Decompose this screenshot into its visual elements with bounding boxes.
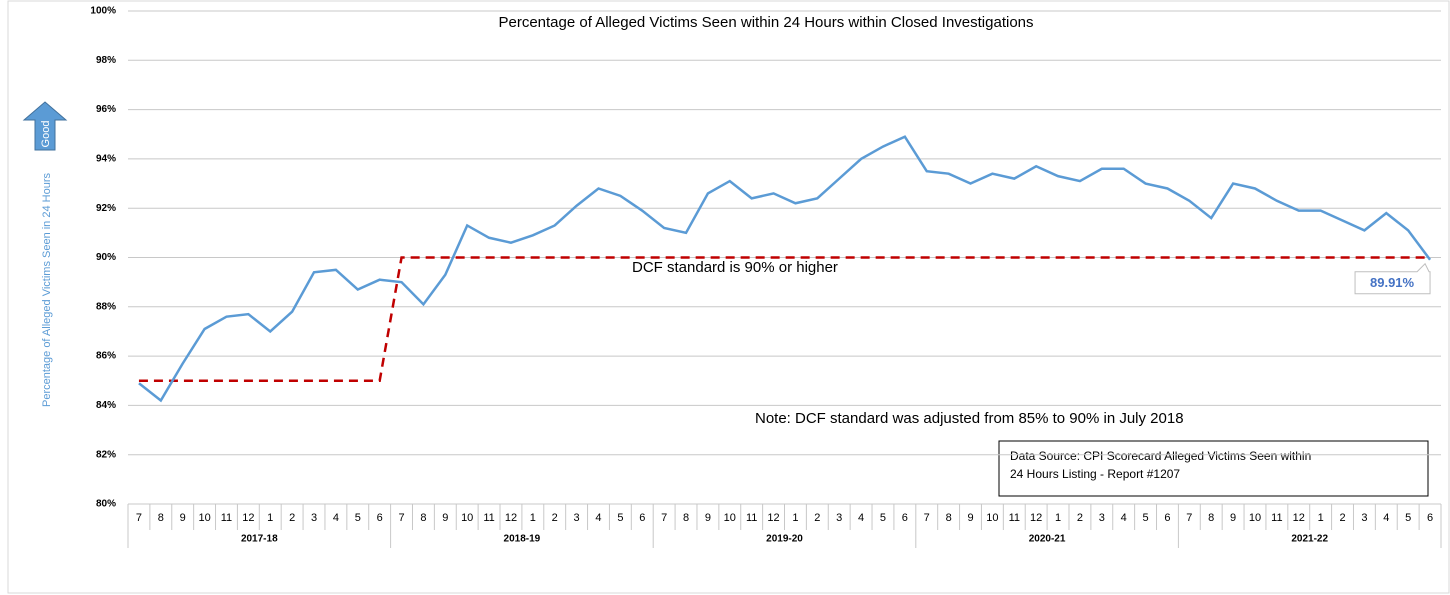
x-tick-label: 11 — [221, 512, 232, 524]
x-tick-label: 9 — [442, 512, 448, 524]
direction-label: Good — [40, 121, 52, 148]
x-tick-label: 12 — [242, 512, 254, 524]
x-tick-label: 4 — [1383, 512, 1389, 524]
x-tick-label: 6 — [639, 512, 645, 524]
x-group-label: 2018-19 — [504, 534, 541, 545]
x-tick-label: 4 — [595, 512, 601, 524]
data-label: 89.91% — [1370, 275, 1415, 290]
x-tick-label: 11 — [1271, 512, 1282, 524]
source-box — [998, 440, 1429, 497]
source-text: Data Source: CPI Scorecard Alleged Victi… — [1010, 449, 1311, 463]
source-text: 24 Hours Listing - Report #1207 — [1010, 467, 1180, 481]
x-tick-label: 4 — [1121, 512, 1127, 524]
chart-title: Percentage of Alleged Victims Seen withi… — [498, 14, 1033, 31]
x-tick-label: 6 — [377, 512, 383, 524]
x-tick-label: 7 — [136, 512, 142, 524]
x-tick-label: 11 — [1009, 512, 1020, 524]
y-tick-label: 84% — [96, 400, 116, 411]
x-tick-label: 2 — [552, 512, 558, 524]
x-tick-label: 5 — [1405, 512, 1411, 524]
x-tick-label: 9 — [1230, 512, 1236, 524]
x-tick-label: 3 — [311, 512, 317, 524]
x-tick-label: 10 — [461, 512, 473, 524]
y-tick-label: 92% — [96, 203, 116, 214]
y-tick-label: 90% — [96, 252, 116, 263]
x-tick-label: 1 — [792, 512, 798, 524]
x-tick-label: 5 — [880, 512, 886, 524]
annotation: Note: DCF standard was adjusted from 85%… — [755, 410, 1184, 427]
y-tick-label: 80% — [96, 499, 116, 510]
x-group-label: 2020-21 — [1029, 534, 1066, 545]
x-tick-label: 8 — [420, 512, 426, 524]
x-tick-label: 12 — [1293, 512, 1305, 524]
x-tick-label: 11 — [746, 512, 757, 524]
x-tick-label: 2 — [289, 512, 295, 524]
x-tick-label: 8 — [1208, 512, 1214, 524]
standard-line — [138, 256, 1431, 382]
x-tick-label: 12 — [1030, 512, 1042, 524]
x-tick-label: 2 — [1077, 512, 1083, 524]
x-tick-label: 7 — [661, 512, 667, 524]
y-tick-label: 94% — [96, 154, 116, 165]
x-tick-label: 4 — [858, 512, 864, 524]
x-tick-label: 1 — [1055, 512, 1061, 524]
x-tick-label: 1 — [267, 512, 273, 524]
x-tick-label: 9 — [180, 512, 186, 524]
x-tick-label: 10 — [1249, 512, 1261, 524]
x-group-label: 2019-20 — [766, 534, 803, 545]
y-tick-label: 86% — [96, 351, 116, 362]
x-tick-label: 9 — [705, 512, 711, 524]
x-tick-label: 3 — [836, 512, 842, 524]
x-tick-label: 1 — [1318, 512, 1324, 524]
x-group-label: 2021-22 — [1291, 534, 1328, 545]
x-tick-label: 6 — [1427, 512, 1433, 524]
data-line — [138, 135, 1432, 403]
annotation: DCF standard is 90% or higher — [632, 259, 838, 276]
x-tick-label: 12 — [505, 512, 517, 524]
x-tick-label: 7 — [398, 512, 404, 524]
x-tick-label: 10 — [986, 512, 998, 524]
x-tick-label: 4 — [333, 512, 339, 524]
x-tick-label: 2 — [1339, 512, 1345, 524]
x-tick-label: 10 — [198, 512, 210, 524]
x-tick-label: 9 — [967, 512, 973, 524]
x-tick-label: 1 — [530, 512, 536, 524]
y-tick-label: 96% — [96, 104, 116, 115]
y-tick-label: 100% — [90, 6, 116, 17]
x-tick-label: 5 — [355, 512, 361, 524]
x-tick-label: 7 — [1186, 512, 1192, 524]
x-tick-label: 2 — [814, 512, 820, 524]
x-tick-label: 3 — [1099, 512, 1105, 524]
x-tick-label: 10 — [724, 512, 736, 524]
x-tick-label: 8 — [158, 512, 164, 524]
label-callout — [1354, 262, 1431, 295]
x-tick-label: 3 — [574, 512, 580, 524]
y-tick-label: 98% — [96, 55, 116, 66]
x-tick-label: 5 — [1143, 512, 1149, 524]
x-tick-label: 11 — [483, 512, 494, 524]
y-tick-label: 88% — [96, 301, 116, 312]
x-tick-label: 8 — [683, 512, 689, 524]
x-tick-label: 5 — [617, 512, 623, 524]
x-tick-label: 8 — [946, 512, 952, 524]
y-axis-label: Percentage of Alleged Victims Seen in 24… — [41, 173, 53, 407]
good-arrow — [22, 101, 68, 151]
x-group-label: 2017-18 — [241, 534, 278, 545]
x-tick-label: 6 — [902, 512, 908, 524]
x-tick-label: 7 — [924, 512, 930, 524]
x-tick-label: 12 — [767, 512, 779, 524]
x-tick-label: 6 — [1164, 512, 1170, 524]
y-tick-label: 82% — [96, 449, 116, 460]
x-tick-label: 3 — [1361, 512, 1367, 524]
